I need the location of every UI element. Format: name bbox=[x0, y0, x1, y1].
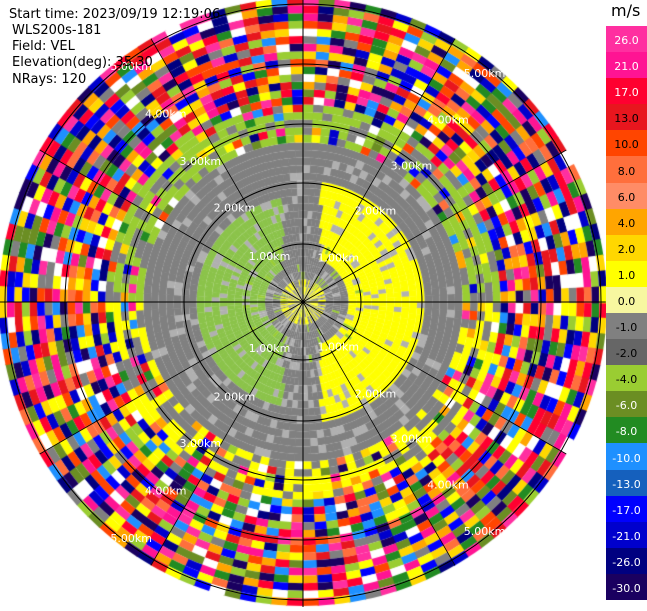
range-label: 4.00km bbox=[145, 485, 187, 498]
colorbar-tick-label: -17.0 bbox=[612, 503, 641, 517]
colorbar-segment bbox=[606, 495, 647, 523]
field-label: Field: VEL bbox=[12, 39, 75, 54]
colorbar-tick-label: 17.0 bbox=[614, 86, 639, 100]
colorbar-segment bbox=[606, 391, 647, 418]
colorbar-segment bbox=[606, 52, 647, 79]
range-label: 1.00km bbox=[249, 250, 291, 263]
colorbar-unit: m/s bbox=[611, 1, 641, 20]
colorbar-tick-label: 2.0 bbox=[617, 242, 636, 256]
colorbar-segment bbox=[606, 313, 647, 340]
range-label: 3.00km bbox=[391, 433, 433, 446]
range-label: 2.00km bbox=[355, 205, 397, 218]
colorbar-tick-label: -10.0 bbox=[612, 451, 641, 465]
colorbar-segment bbox=[606, 469, 647, 497]
colorbar-tick-label: 26.0 bbox=[614, 34, 639, 48]
range-label: 1.00km bbox=[249, 342, 291, 355]
colorbar-segment bbox=[606, 260, 647, 288]
range-label: 2.00km bbox=[214, 390, 256, 403]
azimuth-spoke bbox=[302, 301, 567, 455]
nrays-label: NRays: 120 bbox=[12, 72, 87, 87]
colorbar-segment bbox=[606, 573, 647, 601]
colorbar-tick-label: -30.0 bbox=[612, 582, 641, 596]
elevation-label: Elevation(deg): 35.30 bbox=[12, 55, 153, 70]
colorbar-tick-label: 4.0 bbox=[617, 216, 636, 230]
colorbar-tick-label: 8.0 bbox=[617, 164, 636, 178]
colorbar-segment bbox=[606, 78, 647, 105]
colorbar-tick-label: 10.0 bbox=[614, 138, 639, 152]
range-label: 5.00km bbox=[464, 525, 506, 538]
colorbar-tick-label: 1.0 bbox=[617, 268, 636, 282]
start-time-label: Start time: 2023/09/19 12:19:06 bbox=[9, 7, 221, 22]
colorbar-segment bbox=[606, 339, 647, 366]
azimuth-spoke bbox=[302, 301, 456, 566]
range-label: 4.00km bbox=[427, 113, 469, 126]
colorbar-tick-label: 21.0 bbox=[614, 60, 639, 74]
colorbar-segment bbox=[606, 182, 647, 210]
range-label: 5.00km bbox=[110, 60, 152, 73]
azimuth-spoke bbox=[302, 149, 567, 303]
colorbar-segment bbox=[606, 417, 647, 444]
colorbar-segment bbox=[606, 130, 647, 157]
range-label: 3.00km bbox=[391, 159, 433, 172]
colorbar-segment bbox=[606, 286, 647, 314]
range-label: 1.00km bbox=[318, 251, 360, 264]
instrument-label: WLS200s-181 bbox=[12, 23, 102, 38]
colorbar-tick-label: 0.0 bbox=[617, 295, 636, 309]
azimuth-spoke bbox=[39, 301, 304, 455]
range-label: 2.00km bbox=[214, 202, 256, 215]
colorbar-tick-label: -2.0 bbox=[615, 347, 638, 361]
colorbar-tick-label: -4.0 bbox=[615, 373, 638, 387]
colorbar-segment bbox=[606, 547, 647, 575]
azimuth-spoke bbox=[39, 149, 304, 303]
colorbar-tick-label: -26.0 bbox=[612, 555, 641, 569]
range-label: 4.00km bbox=[427, 479, 469, 492]
colorbar-segment bbox=[606, 443, 647, 471]
range-label: 1.00km bbox=[318, 341, 360, 354]
colorbar-tick-label: -21.0 bbox=[612, 529, 641, 543]
range-label: 4.00km bbox=[145, 107, 187, 120]
range-label: 5.00km bbox=[464, 67, 506, 80]
range-label: 2.00km bbox=[355, 387, 397, 400]
azimuth-spoke bbox=[150, 38, 304, 303]
range-label: 3.00km bbox=[180, 437, 222, 450]
colorbar-tick-label: 6.0 bbox=[617, 190, 636, 204]
colorbar-tick-label: -13.0 bbox=[612, 477, 641, 491]
range-label: 3.00km bbox=[180, 155, 222, 168]
colorbar-segment bbox=[606, 365, 647, 392]
colorbar-segment bbox=[606, 104, 647, 131]
colorbar-segment bbox=[606, 521, 647, 549]
colorbar-segment bbox=[606, 156, 647, 184]
colorbar-segment bbox=[606, 26, 647, 53]
range-label: 5.00km bbox=[110, 532, 152, 545]
colorbar-tick-label: -8.0 bbox=[615, 425, 638, 439]
colorbar-segment bbox=[606, 234, 647, 262]
azimuth-spoke bbox=[302, 38, 456, 303]
colorbar-tick-label: -6.0 bbox=[615, 399, 638, 413]
colorbar-segment bbox=[606, 208, 647, 236]
azimuth-spoke bbox=[150, 301, 304, 566]
colorbar-tick-label: 13.0 bbox=[614, 112, 639, 126]
colorbar-tick-label: -1.0 bbox=[615, 321, 638, 335]
